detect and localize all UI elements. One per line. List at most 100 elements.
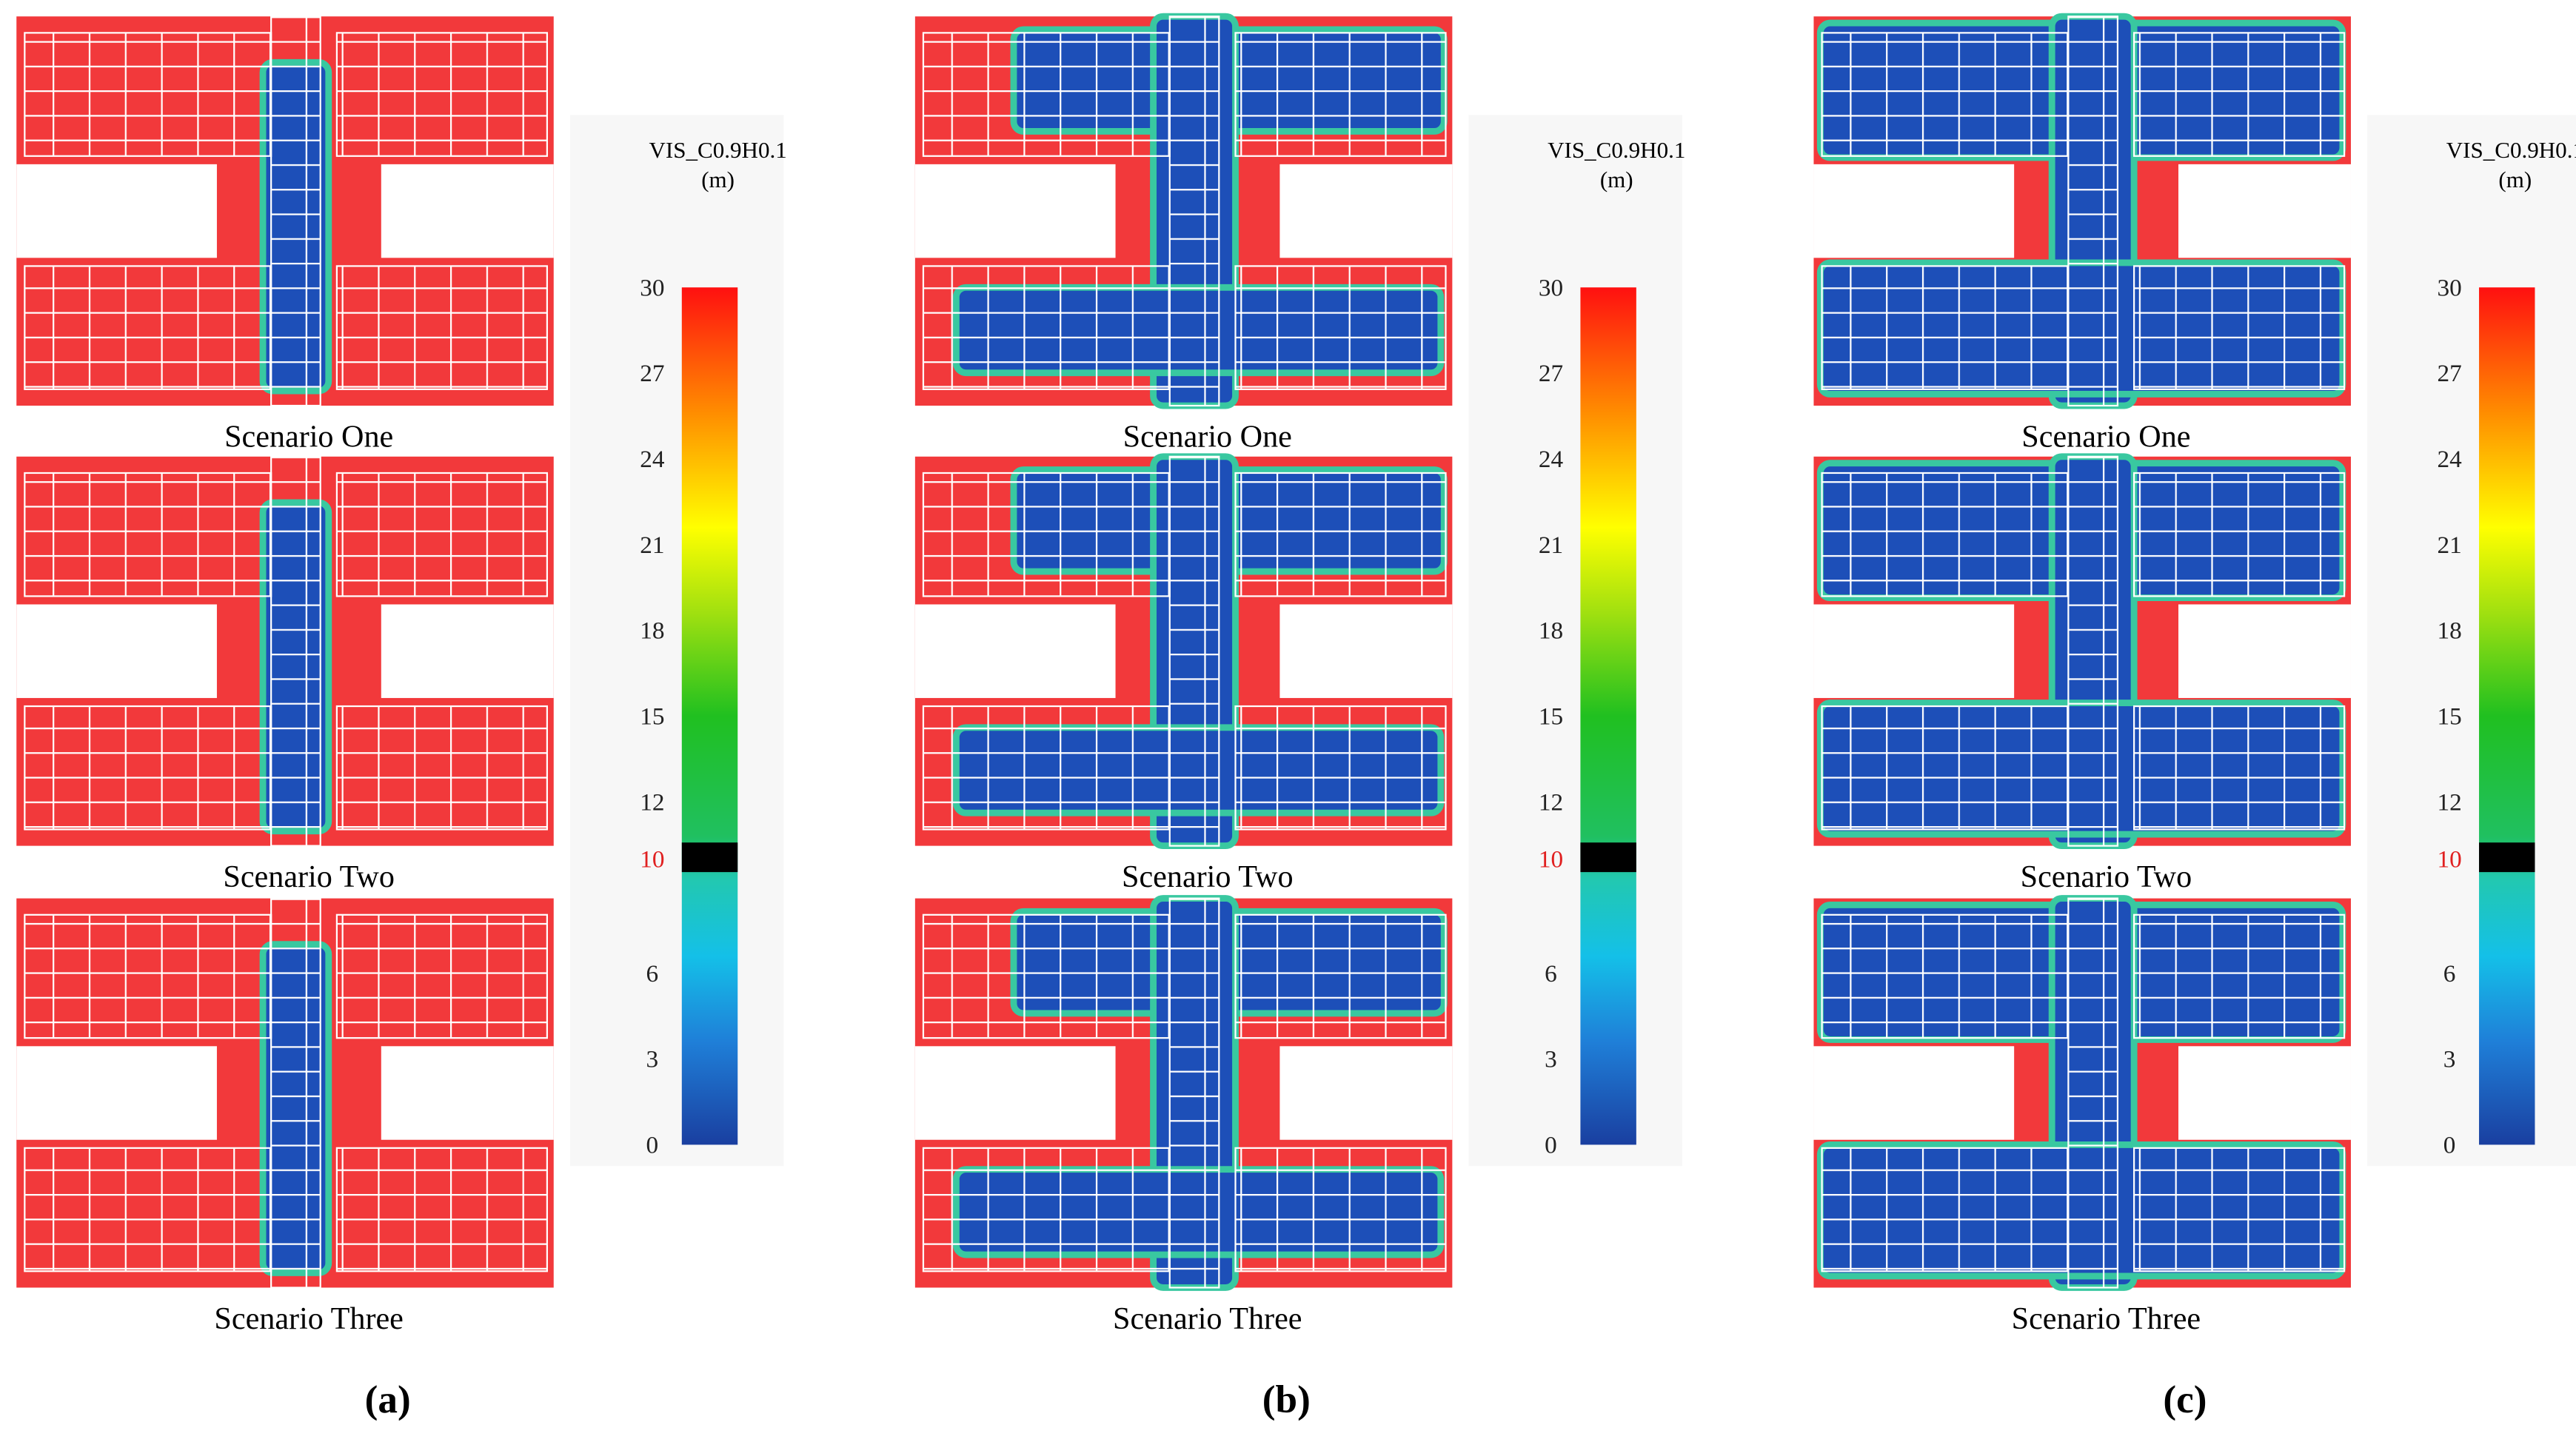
floor-plan (1813, 895, 2351, 1291)
colorbar-tick-label: 21 (640, 531, 664, 559)
colorbar-unit: (m) (1600, 167, 1633, 192)
room-grid (2133, 265, 2346, 390)
notch (914, 604, 1116, 698)
floor-plan (914, 895, 1453, 1291)
scenario-label: Scenario Three (214, 1301, 403, 1336)
room-grid (1234, 1147, 1447, 1272)
notch (381, 1046, 554, 1140)
room-grid (1821, 913, 2070, 1039)
scenario-label: Scenario Two (223, 859, 395, 894)
room-grid (1168, 897, 1220, 1289)
room-grid (1821, 472, 2070, 597)
colorbar-tick-label: 0 (2443, 1132, 2456, 1159)
notch (2178, 164, 2351, 258)
colorbar-tick-label: 18 (640, 617, 664, 645)
colorbar-unit: (m) (2498, 167, 2532, 192)
colorbar-tick-label: 24 (640, 446, 665, 473)
floor-plan (914, 13, 1453, 409)
room-grid (335, 913, 548, 1039)
colorbar-tick-label: 0 (1545, 1132, 1557, 1159)
colorbar-tick-label: 12 (640, 788, 664, 816)
colorbar-tick-label: 24 (1539, 446, 1564, 473)
room-grid (1821, 265, 2070, 390)
room-grid (24, 265, 272, 390)
room-grid (922, 472, 1171, 597)
colorbar-tick-label: 27 (640, 360, 664, 387)
scenario-label: Scenario Two (1122, 859, 1294, 894)
room-grid (1821, 1147, 2070, 1272)
colorbar-tick-label: 6 (646, 960, 659, 987)
room-grid (2133, 1147, 2346, 1272)
room-grid (2133, 472, 2346, 597)
notch (381, 604, 554, 698)
floor-plan (914, 453, 1453, 850)
notch (1813, 1046, 2015, 1140)
colorbar-tick-label: 30 (1539, 274, 1563, 301)
colorbar-title: VIS_C0.9H0.1 (1548, 137, 1685, 163)
notch (1279, 1046, 1453, 1140)
room-grid (2133, 705, 2346, 831)
room-grid (335, 265, 548, 390)
room-grid (922, 913, 1171, 1039)
colorbar-tick-label: 30 (640, 274, 664, 301)
floor-plan (16, 16, 554, 407)
scenario-label: Scenario One (2021, 419, 2190, 454)
colorbar-tick-label: 6 (2443, 960, 2456, 987)
room-grid (1168, 16, 1220, 407)
colorbar-tick-label: 27 (1539, 360, 1563, 387)
room-grid (270, 455, 321, 847)
colorbar-tick-label: 12 (1539, 788, 1563, 816)
colorbar (2479, 287, 2535, 1145)
room-grid (335, 472, 548, 597)
room-grid (24, 913, 272, 1039)
room-grid (335, 32, 548, 157)
notch (2178, 604, 2351, 698)
colorbar-tick-label: 18 (2437, 617, 2461, 645)
room-grid (922, 1147, 1171, 1272)
notch (16, 164, 217, 258)
room-grid (1234, 265, 1447, 390)
threshold-band (2479, 842, 2535, 873)
colorbar (681, 287, 738, 1145)
room-grid (922, 265, 1171, 390)
notch (16, 1046, 217, 1140)
colorbar-tick-label: 3 (1545, 1046, 1557, 1073)
colorbar-tick-label: 10 (1539, 845, 1563, 873)
room-grid (335, 1147, 548, 1272)
room-grid (1234, 913, 1447, 1039)
notch (914, 164, 1116, 258)
colorbar-tick-label: 21 (2437, 531, 2461, 559)
room-grid (2067, 455, 2119, 847)
room-grid (24, 705, 272, 831)
scenario-label: Scenario Three (2012, 1301, 2201, 1336)
panel-label: (b) (1262, 1378, 1311, 1421)
scenario-label: Scenario Two (2021, 859, 2192, 894)
room-grid (24, 1147, 272, 1272)
floor-plan (16, 455, 554, 847)
room-grid (270, 16, 321, 407)
room-grid (24, 472, 272, 597)
room-grid (2133, 32, 2346, 157)
colorbar-panel (1468, 115, 1682, 1167)
colorbar-tick-label: 18 (1539, 617, 1563, 645)
colorbar-title: VIS_C0.9H0.1 (649, 137, 786, 163)
colorbar-tick-label: 15 (2437, 702, 2461, 730)
panel-label: (c) (2163, 1378, 2207, 1421)
room-grid (270, 897, 321, 1289)
colorbar-tick-label: 6 (1545, 960, 1557, 987)
floor-plan (16, 897, 554, 1289)
colorbar-panel (569, 115, 784, 1167)
colorbar-tick-label: 21 (1539, 531, 1563, 559)
notch (914, 1046, 1116, 1140)
room-grid (2067, 16, 2119, 407)
room-grid (2133, 913, 2346, 1039)
room-grid (24, 32, 272, 157)
notch (1813, 604, 2015, 698)
room-grid (2067, 897, 2119, 1289)
threshold-band (681, 842, 738, 873)
room-grid (1168, 455, 1220, 847)
colorbar-title: VIS_C0.9H0.1 (2446, 137, 2576, 163)
room-grid (1234, 705, 1447, 831)
floor-plan (1813, 453, 2351, 850)
colorbar-tick-label: 30 (2437, 274, 2461, 301)
